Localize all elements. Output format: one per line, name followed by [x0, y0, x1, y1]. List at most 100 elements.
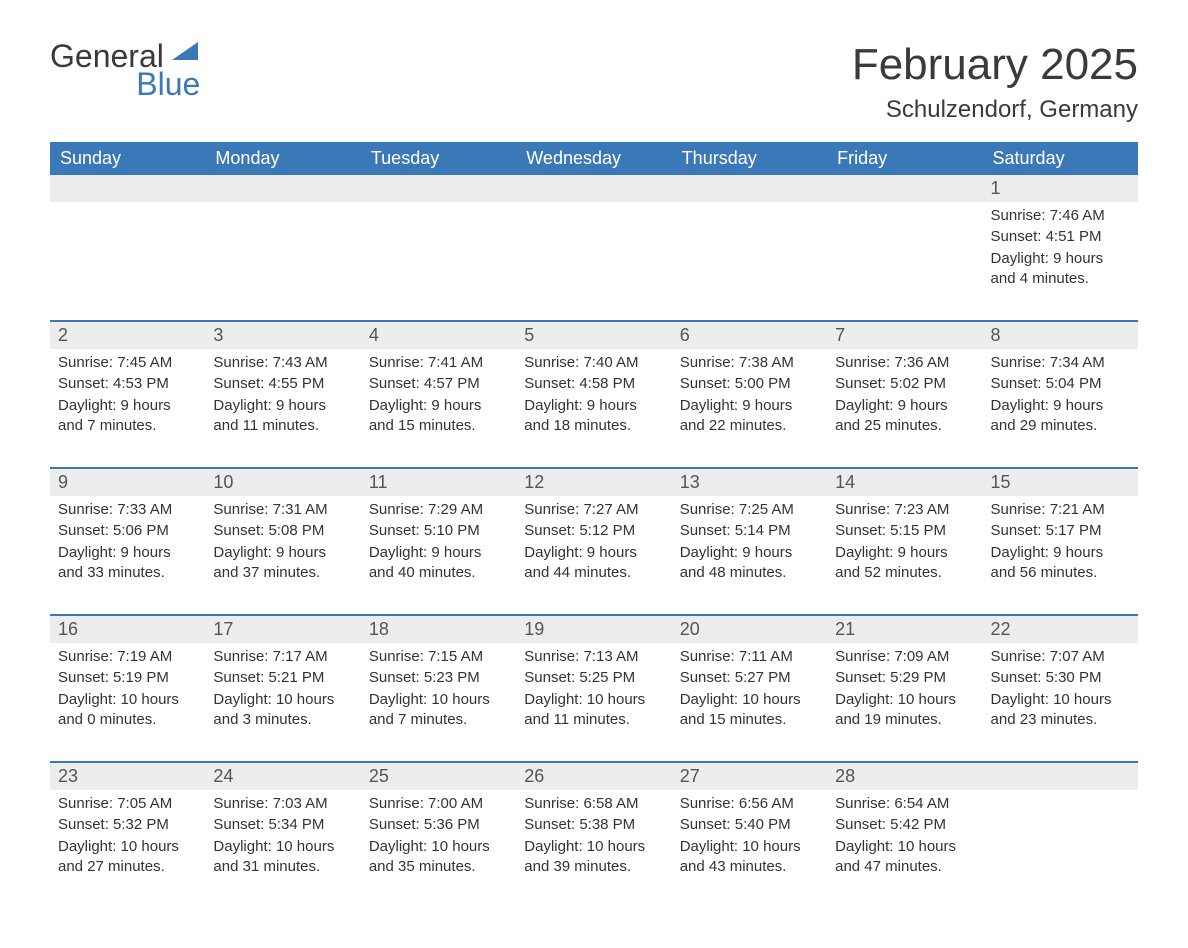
- day-number: 19: [516, 616, 671, 643]
- daylight-label: Daylight:: [58, 838, 121, 855]
- sunset-label: Sunset:: [369, 522, 424, 539]
- sunset: Sunset: 5:36 PM: [369, 815, 508, 835]
- sunset: Sunset: 4:58 PM: [524, 374, 663, 394]
- sunset-label: Sunset:: [58, 522, 113, 539]
- daylight: Daylight: 9 hours and 56 minutes.: [991, 543, 1130, 584]
- daylight: Daylight: 10 hours and 27 minutes.: [58, 837, 197, 878]
- calendar-empty-cell: [983, 762, 1138, 908]
- sunrise: Sunrise: 6:56 AM: [680, 794, 819, 814]
- calendar-day-cell: 11Sunrise: 7:29 AMSunset: 5:10 PMDayligh…: [361, 468, 516, 615]
- sunrise-label: Sunrise:: [835, 795, 894, 812]
- sunset-label: Sunset:: [835, 522, 890, 539]
- sunset-value: 5:23 PM: [424, 669, 480, 686]
- sunrise-value: 7:03 AM: [273, 795, 328, 812]
- sunset-value: 5:08 PM: [268, 522, 324, 539]
- sunrise: Sunrise: 7:17 AM: [213, 647, 352, 667]
- daylight-label: Daylight:: [991, 397, 1054, 414]
- day-number: 8: [983, 322, 1138, 349]
- sunset-label: Sunset:: [680, 375, 735, 392]
- sunrise: Sunrise: 7:05 AM: [58, 794, 197, 814]
- sunset-value: 4:53 PM: [113, 375, 169, 392]
- daylight-label: Daylight:: [213, 691, 276, 708]
- sunset-value: 5:42 PM: [890, 816, 946, 833]
- calendar-week-row: 1Sunrise: 7:46 AMSunset: 4:51 PMDaylight…: [50, 175, 1138, 321]
- weekday-header: Friday: [827, 142, 982, 175]
- calendar-day-cell: 28Sunrise: 6:54 AMSunset: 5:42 PMDayligh…: [827, 762, 982, 908]
- day-data: [50, 202, 205, 236]
- day-data: Sunrise: 7:34 AMSunset: 5:04 PMDaylight:…: [983, 349, 1138, 467]
- sunset-value: 4:58 PM: [579, 375, 635, 392]
- day-number: [516, 175, 671, 202]
- sunrise: Sunrise: 7:00 AM: [369, 794, 508, 814]
- day-number: 22: [983, 616, 1138, 643]
- calendar-day-cell: 6Sunrise: 7:38 AMSunset: 5:00 PMDaylight…: [672, 321, 827, 468]
- daylight-label: Daylight:: [524, 544, 587, 561]
- sunrise-label: Sunrise:: [213, 648, 272, 665]
- day-number: 25: [361, 763, 516, 790]
- calendar-empty-cell: [827, 175, 982, 321]
- day-number: [827, 175, 982, 202]
- daylight: Daylight: 9 hours and 33 minutes.: [58, 543, 197, 584]
- day-number: 7: [827, 322, 982, 349]
- daylight-label: Daylight:: [58, 691, 121, 708]
- daylight: Daylight: 9 hours and 40 minutes.: [369, 543, 508, 584]
- sunrise: Sunrise: 7:11 AM: [680, 647, 819, 667]
- daylight-label: Daylight:: [213, 544, 276, 561]
- sunrise-value: 7:25 AM: [739, 501, 794, 518]
- sunset-label: Sunset:: [835, 816, 890, 833]
- daylight: Daylight: 10 hours and 23 minutes.: [991, 690, 1130, 731]
- day-data: Sunrise: 6:54 AMSunset: 5:42 PMDaylight:…: [827, 790, 982, 908]
- weekday-header: Saturday: [983, 142, 1138, 175]
- daylight-label: Daylight:: [369, 544, 432, 561]
- sunset: Sunset: 5:23 PM: [369, 668, 508, 688]
- day-data: Sunrise: 7:11 AMSunset: 5:27 PMDaylight:…: [672, 643, 827, 761]
- daylight: Daylight: 9 hours and 22 minutes.: [680, 396, 819, 437]
- sunrise-label: Sunrise:: [835, 501, 894, 518]
- daylight: Daylight: 10 hours and 31 minutes.: [213, 837, 352, 878]
- sunset-value: 4:51 PM: [1046, 228, 1102, 245]
- sunset: Sunset: 5:04 PM: [991, 374, 1130, 394]
- sunrise-value: 7:11 AM: [739, 648, 793, 665]
- sunset-value: 5:10 PM: [424, 522, 480, 539]
- sunrise-value: 7:40 AM: [583, 354, 638, 371]
- sunset-value: 5:40 PM: [735, 816, 791, 833]
- sunrise-value: 7:23 AM: [894, 501, 949, 518]
- sunset: Sunset: 5:27 PM: [680, 668, 819, 688]
- weekday-header-row: SundayMondayTuesdayWednesdayThursdayFrid…: [50, 142, 1138, 175]
- day-number: 14: [827, 469, 982, 496]
- day-number: 12: [516, 469, 671, 496]
- day-number: [672, 175, 827, 202]
- sunset-label: Sunset:: [991, 522, 1046, 539]
- day-number: 15: [983, 469, 1138, 496]
- calendar-day-cell: 5Sunrise: 7:40 AMSunset: 4:58 PMDaylight…: [516, 321, 671, 468]
- day-data: Sunrise: 7:25 AMSunset: 5:14 PMDaylight:…: [672, 496, 827, 614]
- day-data: Sunrise: 7:29 AMSunset: 5:10 PMDaylight:…: [361, 496, 516, 614]
- daylight-label: Daylight:: [524, 691, 587, 708]
- calendar-day-cell: 4Sunrise: 7:41 AMSunset: 4:57 PMDaylight…: [361, 321, 516, 468]
- sunset: Sunset: 4:51 PM: [991, 227, 1130, 247]
- sunrise-label: Sunrise:: [680, 501, 739, 518]
- sunset: Sunset: 5:00 PM: [680, 374, 819, 394]
- sunset-label: Sunset:: [213, 816, 268, 833]
- sunrise: Sunrise: 6:58 AM: [524, 794, 663, 814]
- sunset-label: Sunset:: [213, 669, 268, 686]
- sunrise-value: 7:00 AM: [428, 795, 483, 812]
- sunrise-label: Sunrise:: [369, 795, 428, 812]
- sunrise-label: Sunrise:: [213, 354, 272, 371]
- sunset-label: Sunset:: [524, 522, 579, 539]
- day-number: [205, 175, 360, 202]
- sunrise-label: Sunrise:: [991, 207, 1050, 224]
- sunset: Sunset: 5:25 PM: [524, 668, 663, 688]
- location-text: Schulzendorf, Germany: [852, 96, 1138, 124]
- sunset: Sunset: 5:17 PM: [991, 521, 1130, 541]
- calendar-day-cell: 12Sunrise: 7:27 AMSunset: 5:12 PMDayligh…: [516, 468, 671, 615]
- sunset-label: Sunset:: [369, 816, 424, 833]
- sunrise: Sunrise: 7:25 AM: [680, 500, 819, 520]
- sunset: Sunset: 5:29 PM: [835, 668, 974, 688]
- sunset-label: Sunset:: [680, 669, 735, 686]
- day-data: Sunrise: 6:56 AMSunset: 5:40 PMDaylight:…: [672, 790, 827, 908]
- daylight-label: Daylight:: [991, 544, 1054, 561]
- daylight: Daylight: 9 hours and 11 minutes.: [213, 396, 352, 437]
- day-data: Sunrise: 7:15 AMSunset: 5:23 PMDaylight:…: [361, 643, 516, 761]
- calendar-week-row: 16Sunrise: 7:19 AMSunset: 5:19 PMDayligh…: [50, 615, 1138, 762]
